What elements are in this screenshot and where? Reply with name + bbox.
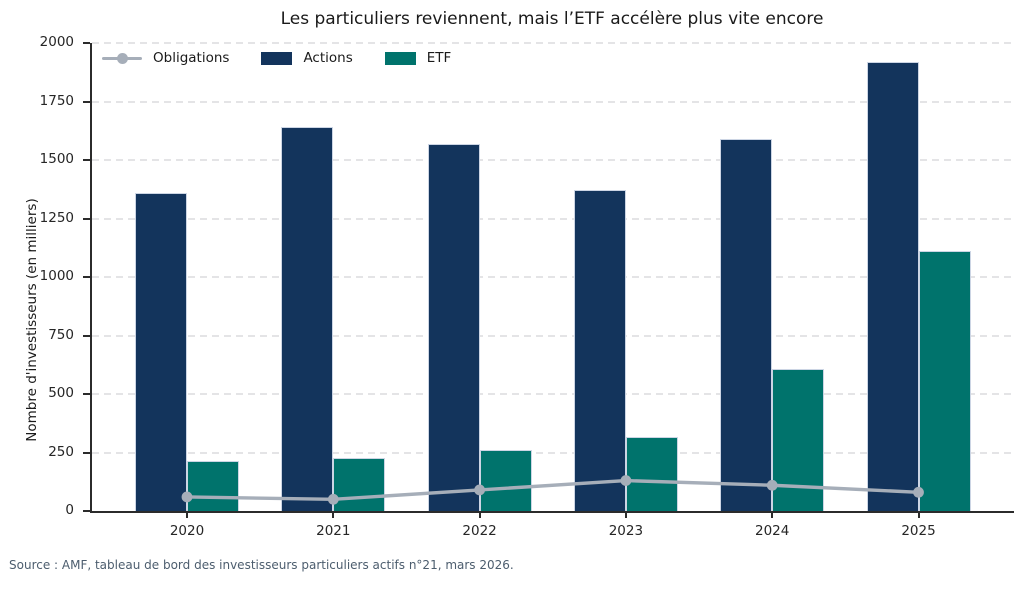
x-tick-mark-2021: [332, 511, 335, 518]
x-tick-mark-2022: [478, 511, 481, 518]
bar-etf-2023: [625, 437, 678, 511]
x-tick-label-2024: 2024: [755, 523, 790, 539]
x-tick-label-2025: 2025: [901, 523, 936, 539]
plot-area: Obligations Actions ETF 0 250 500 750 1000 1250…: [24, 35, 1014, 539]
y-tick-mark-1500: [83, 159, 90, 161]
legend-label-actions: Actions: [303, 50, 353, 66]
legend-label-etf: ETF: [426, 50, 452, 66]
y-tick-mark-500: [83, 393, 90, 395]
obligations-point-2025: [913, 486, 924, 498]
bar-actions-2020: [135, 192, 187, 511]
bar-actions-2022: [427, 143, 480, 511]
obligations-point-2024: [766, 479, 778, 491]
x-tick-label-2023: 2023: [608, 523, 644, 539]
legend-item-etf: ETF: [384, 50, 452, 66]
bar-actions-2024: [720, 138, 773, 511]
y-tick-mark-1000: [83, 276, 90, 278]
x-tick-label-2020: 2020: [169, 523, 205, 539]
y-tick-mark-250: [83, 451, 90, 454]
x-axis-spine: [90, 511, 1014, 513]
gridline-1750: [92, 100, 1012, 103]
gridline-250: [92, 451, 1012, 454]
legend-swatch-actions: [261, 51, 293, 65]
legend-item-obligations: Obligations: [102, 50, 229, 66]
y-tick-label-500: 500: [48, 385, 74, 401]
legend-item-actions: Actions: [261, 50, 353, 66]
bar-actions-2023: [573, 190, 626, 511]
obligations-line: [186, 478, 919, 502]
y-tick-label-0: 0: [65, 502, 74, 518]
y-axis-label: Nombre d'investisseurs (en milliers): [24, 198, 40, 442]
gridline-2000: [92, 42, 1012, 44]
obligations-line-layer: [181, 475, 924, 505]
bar-actions-2021: [281, 127, 334, 511]
x-tick-mark-2020: [186, 511, 188, 518]
legend-swatch-etf: [384, 51, 416, 65]
x-tick-label-2022: 2022: [462, 523, 497, 539]
y-tick-mark-1750: [83, 100, 90, 103]
y-tick-label-1500: 1500: [39, 151, 74, 167]
bar-etf-2020: [187, 460, 239, 511]
obligations-point-2021: [327, 493, 339, 505]
bar-etf-2025: [918, 251, 971, 511]
y-tick-mark-2000: [83, 42, 90, 44]
legend: Obligations Actions ETF: [102, 50, 451, 66]
obligations-point-2022: [474, 484, 485, 496]
bar-etf-2021: [333, 458, 386, 511]
gridline-1000: [92, 276, 1012, 278]
legend-line-marker-icon: [102, 52, 142, 65]
chart-title: Les particuliers reviennent, mais l’ETF …: [280, 9, 824, 29]
bar-etf-2022: [479, 450, 532, 511]
y-tick-mark-750: [83, 334, 90, 337]
obligations-point-2020: [181, 491, 193, 503]
y-tick-label-1000: 1000: [39, 268, 74, 284]
source-note: Source : AMF, tableau de bord des invest…: [9, 558, 514, 572]
x-tick-mark-2024: [771, 511, 774, 518]
y-tick-mark-1250: [83, 217, 90, 220]
x-tick-mark-2025: [917, 511, 920, 518]
y-tick-label-750: 750: [48, 326, 74, 343]
y-tick-label-1250: 1250: [39, 209, 74, 226]
y-axis-spine: [90, 43, 92, 513]
y-tick-label-250: 250: [48, 443, 74, 460]
obligations-point-2023: [620, 475, 632, 486]
x-tick-mark-2023: [624, 511, 627, 518]
y-tick-label-2000: 2000: [39, 34, 74, 50]
gridline-500: [92, 393, 1012, 395]
y-tick-label-1750: 1750: [39, 92, 74, 109]
gridline-1250: [92, 217, 1012, 220]
x-tick-label-2021: 2021: [316, 523, 351, 539]
bar-actions-2025: [866, 61, 919, 511]
legend-label-obligations: Obligations: [153, 50, 230, 66]
gridline-1500: [92, 159, 1012, 161]
y-tick-mark-0: [83, 510, 90, 512]
gridline-750: [92, 334, 1012, 337]
